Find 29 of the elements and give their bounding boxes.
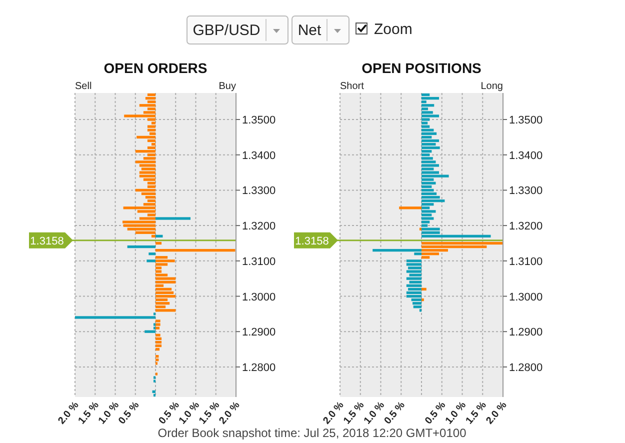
- chart-title: OPEN ORDERS: [104, 60, 208, 76]
- y-tick-label: 1.3500: [509, 114, 543, 127]
- text: Buy: [218, 81, 236, 92]
- text: Short: [340, 81, 364, 92]
- y-tick-label: 1.3300: [509, 185, 543, 198]
- x-tick-label: 0.5 %: [382, 400, 408, 427]
- y-tick-label: 1.3100: [242, 256, 276, 268]
- y-tick-label: 1.3200: [509, 220, 543, 233]
- y-tick-label: 1.3200: [242, 220, 276, 233]
- y-tick-label: 1.3000: [242, 291, 276, 304]
- y-tick-label: 1.3300: [242, 185, 276, 198]
- y-tick-label: 1.3100: [509, 256, 543, 268]
- text: Net: [298, 22, 322, 39]
- y-tick-label: 1.3500: [242, 114, 276, 127]
- chart-title: OPEN POSITIONS: [362, 60, 482, 76]
- text: Long: [480, 81, 503, 92]
- text: Sell: [75, 81, 92, 92]
- y-tick-label: 1.3400: [509, 150, 543, 162]
- text: Order Book snapshot time: Jul 25, 2018 12:20 GMT+0100: [158, 426, 467, 440]
- y-tick-label: 1.3000: [509, 291, 543, 304]
- y-tick-label: 1.2900: [509, 326, 543, 339]
- y-tick-label: 1.2800: [242, 362, 276, 374]
- y-tick-label: 1.3400: [242, 150, 276, 162]
- ref-line-label: 1.3158: [30, 235, 64, 248]
- y-tick-label: 1.2800: [509, 362, 543, 374]
- y-tick-label: 1.2900: [242, 326, 276, 339]
- text: Zoom: [374, 21, 412, 38]
- text: GBP/USD: [192, 22, 260, 39]
- ref-line-label: 1.3158: [295, 235, 329, 248]
